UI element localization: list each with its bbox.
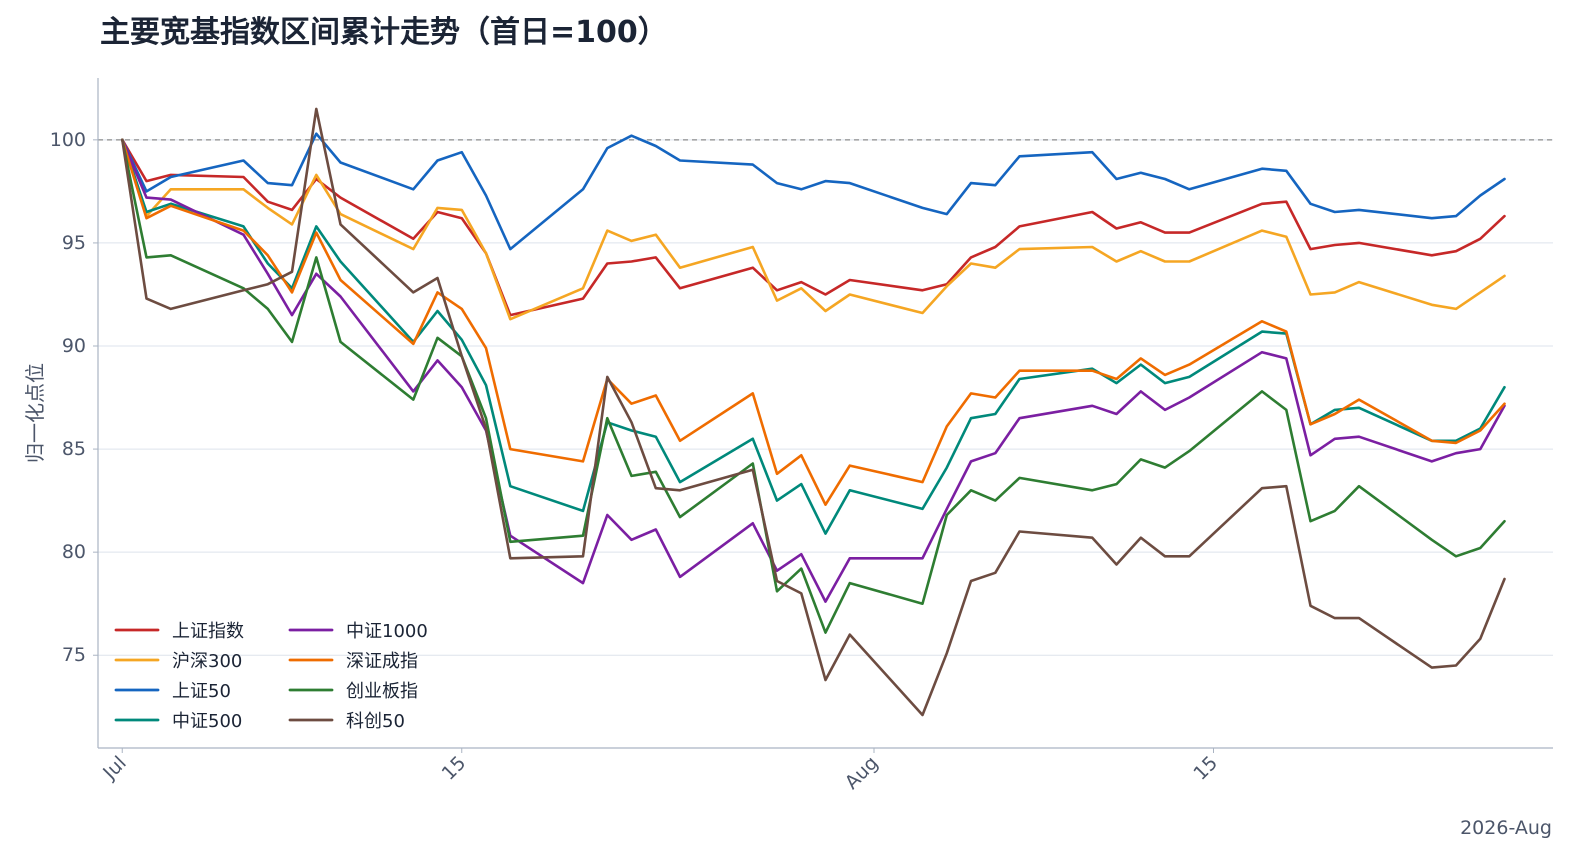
x-axis-offset-label: 2026-Aug [1460, 817, 1552, 839]
legend-label-2: 上证50 [172, 681, 231, 702]
x-tick-label-2: Aug [841, 752, 883, 794]
series-line-7 [121, 107, 1506, 717]
legend-label-6: 创业板指 [346, 681, 418, 702]
legend-label-7: 科创50 [346, 711, 405, 732]
y-tick-labels: 75 80 85 90 95 100 [50, 129, 98, 666]
axes [97, 78, 1553, 749]
series-line-0 [121, 138, 1506, 317]
legend-label-4: 中证1000 [346, 621, 428, 642]
chart-title: 主要宽基指数区间累计走势（首日=100） [100, 15, 668, 50]
x-tick-labels: Jul 15 Aug 15 [98, 748, 1222, 794]
y-tick-label-85: 85 [62, 438, 86, 460]
x-tick-label-1: 15 [438, 752, 471, 785]
series-line-5 [121, 138, 1506, 507]
series-group [121, 107, 1506, 717]
y-axis-label: 归一化点位 [23, 363, 47, 463]
legend-label-1: 沪深300 [172, 651, 242, 672]
legend-label-0: 上证指数 [172, 621, 244, 642]
y-tick-label-100: 100 [50, 129, 86, 151]
x-tick-label-0: Jul [98, 752, 130, 784]
series-line-2 [121, 132, 1506, 251]
x-tick-label-3: 15 [1189, 752, 1222, 785]
legend-label-5: 深证成指 [346, 651, 418, 672]
y-tick-label-80: 80 [62, 541, 86, 563]
series-line-4 [121, 138, 1506, 603]
series-line-6 [121, 138, 1506, 634]
grid-lines [98, 139, 1553, 656]
y-tick-label-75: 75 [62, 644, 86, 666]
y-tick-label-95: 95 [62, 232, 86, 254]
y-tick-label-90: 90 [62, 335, 86, 357]
legend-label-3: 中证500 [172, 711, 242, 732]
